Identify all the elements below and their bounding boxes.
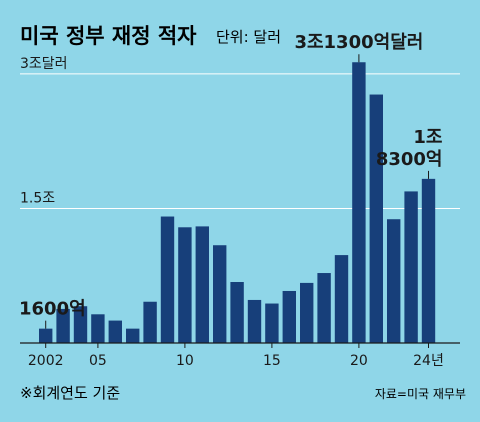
bar-2003 xyxy=(56,308,70,343)
chart-title: 미국 정부 재정 적자 xyxy=(20,24,197,48)
footnote: ※회계연도 기준 xyxy=(20,384,120,402)
bar-2017 xyxy=(300,282,314,343)
bar-2008 xyxy=(143,301,157,343)
bar-2023 xyxy=(404,191,418,343)
bar-2004 xyxy=(73,306,88,343)
bar-2014 xyxy=(247,299,262,343)
bar-2010 xyxy=(178,227,192,343)
y-tick-label: 3조달러 xyxy=(20,56,68,72)
annotation-label: 3조1300억달러 xyxy=(294,32,423,53)
x-tick-label: 2002 xyxy=(28,353,64,369)
y-tick-label: 1.5조 xyxy=(20,190,55,206)
x-tick-label: 24년 xyxy=(413,353,444,369)
bar-2006 xyxy=(108,320,122,343)
bar-2009 xyxy=(160,216,175,343)
x-tick-label: 20 xyxy=(350,353,368,369)
annotation-label: 1조 xyxy=(413,127,442,148)
bar-2016 xyxy=(282,290,296,343)
bar-2021 xyxy=(369,94,383,343)
bar-2024 xyxy=(421,178,436,343)
bar-2005 xyxy=(91,314,105,343)
bar-2013 xyxy=(230,282,244,343)
bar-2019 xyxy=(334,255,349,343)
bar-2018 xyxy=(317,273,331,343)
x-tick-label: 10 xyxy=(176,353,194,369)
bar-2002 xyxy=(39,328,53,343)
bar-2012 xyxy=(213,245,227,343)
unit-label: 단위: 달러 xyxy=(216,28,281,46)
source-label: 자료=미국 재무부 xyxy=(375,387,466,401)
bar-2011 xyxy=(195,226,209,343)
bar-2007 xyxy=(126,328,140,343)
x-tick-label: 15 xyxy=(263,353,281,369)
bar-2020 xyxy=(352,62,366,344)
annotation-label: 1600억 xyxy=(19,299,86,320)
bar-2015 xyxy=(265,303,279,343)
x-tick-label: 05 xyxy=(89,353,107,369)
annotation-label: 8300억 xyxy=(376,149,443,170)
bar-2022 xyxy=(387,219,401,343)
